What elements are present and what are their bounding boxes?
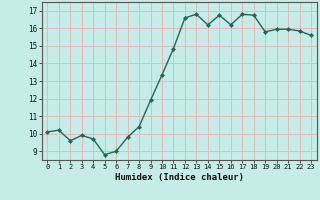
X-axis label: Humidex (Indice chaleur): Humidex (Indice chaleur) <box>115 173 244 182</box>
